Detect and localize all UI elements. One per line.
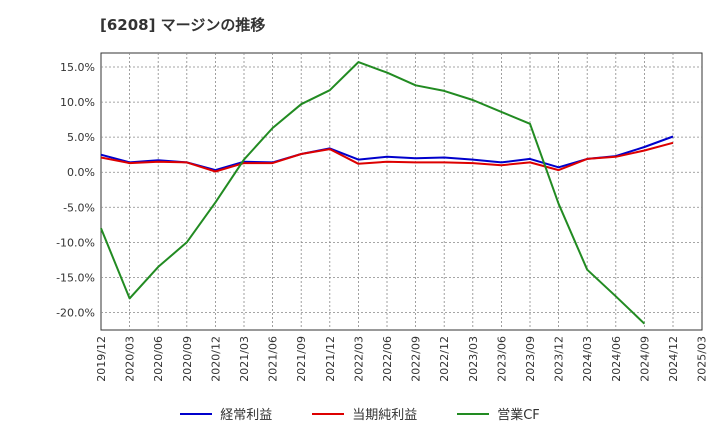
series-line-1 <box>100 141 674 173</box>
y-tick-label: 15.0% <box>60 61 95 74</box>
x-tick-label: 2023/09 <box>524 336 537 382</box>
series-layer <box>100 61 674 325</box>
legend-swatch <box>457 412 490 415</box>
x-tick-label: 2022/06 <box>381 336 394 382</box>
chart-title: [6208] マージンの推移 <box>100 16 266 34</box>
legend-item-0: 経常利益 <box>180 404 272 423</box>
plot-frame <box>100 52 703 331</box>
x-tick-label: 2021/03 <box>238 336 251 382</box>
legend-label: 営業CF <box>497 408 540 423</box>
x-tick-label: 2025/03 <box>696 336 709 382</box>
x-tick-label: 2023/06 <box>495 336 508 382</box>
x-tick-label: 2021/06 <box>267 336 280 382</box>
x-tick-label: 2023/12 <box>553 336 566 382</box>
y-tick-label: 5.0% <box>67 131 95 144</box>
x-tick-label: 2023/03 <box>467 336 480 382</box>
x-tick-label: 2024/09 <box>638 336 651 382</box>
legend: 経常利益 当期純利益 営業CF <box>0 404 720 423</box>
x-tick-label: 2024/06 <box>610 336 623 382</box>
x-tick-label: 2020/09 <box>181 336 194 382</box>
legend-swatch <box>180 412 213 415</box>
x-tick-label: 2021/09 <box>295 336 308 382</box>
x-tick-label: 2024/12 <box>667 336 680 382</box>
y-tick-label: -10.0% <box>56 236 95 249</box>
x-tick-label: 2020/06 <box>152 336 165 382</box>
x-tick-label: 2020/03 <box>124 336 137 382</box>
legend-label: 当期純利益 <box>352 408 418 423</box>
y-tick-label: -5.0% <box>63 201 95 214</box>
axis-layer: 15.0% 10.0% 5.0% 0.0% -5.0% -10.0% -15.0% -20.0… <box>56 61 709 382</box>
legend-swatch <box>312 412 345 415</box>
x-tick-label: 2021/12 <box>324 336 337 382</box>
y-tick-label: 0.0% <box>67 166 95 179</box>
grid-layer <box>100 52 703 331</box>
y-tick-label: -15.0% <box>56 271 95 284</box>
x-tick-label: 2022/12 <box>438 336 451 382</box>
x-tick-label: 2022/09 <box>410 336 423 382</box>
legend-item-1: 当期純利益 <box>312 404 417 423</box>
y-tick-label: 10.0% <box>60 96 95 109</box>
y-tick-label: -20.0% <box>56 306 95 319</box>
legend-item-2: 営業CF <box>457 404 540 423</box>
series-line-2 <box>100 61 646 325</box>
x-tick-label: 2020/12 <box>209 336 222 382</box>
x-tick-label: 2022/03 <box>352 336 365 382</box>
x-tick-label: 2019/12 <box>95 336 108 382</box>
legend-label: 経常利益 <box>220 408 273 423</box>
x-tick-label: 2024/03 <box>581 336 594 382</box>
